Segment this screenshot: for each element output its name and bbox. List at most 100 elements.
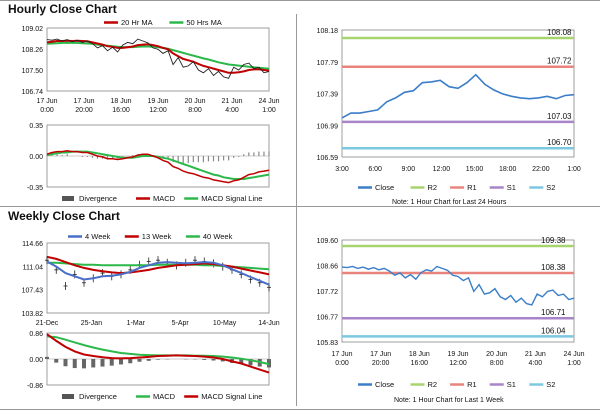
wm-divergence-bar [100, 359, 105, 367]
wm-divergence-bar [45, 356, 49, 359]
wl-xtick-4-0: 20 Jun [486, 351, 507, 358]
wm-divergence-bar [72, 359, 77, 369]
hl-xtick-3: 12:00 [433, 166, 451, 173]
wm-divergence-bar [137, 359, 142, 362]
wm-ytick-1: 0.00 [29, 357, 43, 364]
wl-legend-label-0: Close [375, 380, 394, 389]
wm-divergence-bar [211, 359, 216, 361]
hl-ytick-1: 107.79 [317, 60, 339, 67]
wl-xtick-1-1: 20:00 [372, 360, 390, 367]
wl-xtick-3-1: 12:00 [449, 360, 467, 367]
hl-legend-label-1: R2 [428, 183, 438, 192]
wl-ytick-1: 108.66 [317, 264, 339, 271]
wl-frame [341, 239, 575, 343]
wp-series-13w [46, 255, 270, 276]
wl-xtick-6-1: 1:00 [567, 360, 581, 367]
wp-ytick-3: 103.82 [22, 311, 44, 318]
wl-xtick-6-0: 24 Jun [563, 351, 584, 358]
wl-level-label-s1: 106.71 [541, 308, 566, 317]
wp-xtick-2: 1-Mar [127, 320, 146, 327]
wl-xtick-0-0: 17 Jun [331, 351, 352, 358]
hp-xtick-0-1: 0:00 [40, 107, 54, 114]
hl-level-label-s2: 106.70 [547, 138, 572, 147]
wp-xtick-0: 21-Dec [36, 320, 59, 327]
wm-divergence-bar [119, 359, 123, 365]
wp-xtick-4: 10-May [213, 320, 237, 327]
hl-frame [341, 29, 575, 158]
hm-legend-label-1: MACD [153, 194, 176, 203]
hp-xtick-1-1: 20:00 [75, 107, 93, 114]
hp-xtick-4-0: 20 Jun [184, 98, 205, 105]
wm-divergence-bar [63, 359, 68, 367]
wl-level-label-r1: 108.38 [541, 263, 566, 272]
wm-series-macd [46, 333, 270, 374]
wm-legend-swatch-0 [62, 394, 74, 399]
wl-ytick-0: 109.60 [317, 238, 339, 245]
hl-xtick-6: 22:00 [532, 166, 550, 173]
wl-xtick-2-1: 16:00 [411, 360, 429, 367]
hm-series-macd [46, 149, 270, 184]
hp-xtick-6-1: 1:00 [262, 107, 276, 114]
hp-xtick-5-0: 21 Jun [221, 98, 242, 105]
hl-xtick-0: 3:00 [335, 166, 349, 173]
wp-xtick-1: 25-Jan [81, 320, 103, 327]
hp-ytick-0: 109.02 [22, 26, 44, 33]
wl-level-label-r2: 109.38 [541, 236, 566, 245]
hm-ytick-2: -0.35 [27, 185, 43, 192]
wp-legend-label-1: 13 Week [142, 232, 172, 241]
wp-xtick-5: 14-Jun [258, 320, 280, 327]
wm-divergence-bar [91, 359, 96, 368]
wl-legend-label-4: S2 [546, 380, 555, 389]
hl-ytick-4: 106.59 [317, 155, 339, 162]
hp-ytick-1: 108.26 [22, 47, 44, 54]
wm-divergence-bar [146, 359, 151, 361]
wm-ytick-2: -0.86 [27, 383, 43, 390]
wp-legend-label-0: 4 Week [85, 232, 111, 241]
hourly-note: Note: 1 Hour Chart for Last 24 Hours [392, 199, 507, 206]
wp-series-4w [46, 260, 270, 286]
wm-divergence-bar [82, 359, 86, 369]
hl-ytick-0: 108.18 [317, 28, 339, 35]
hp-ytick-2: 107.50 [22, 68, 44, 75]
top-rule [0, 0, 600, 1]
wl-xtick-0-1: 0:00 [335, 360, 349, 367]
hp-xtick-1-0: 17 Jun [73, 98, 94, 105]
hl-xtick-5: 18:00 [499, 166, 517, 173]
hl-legend-label-4: S2 [546, 183, 555, 192]
wm-divergence-bar [128, 359, 133, 364]
wm-legend-label-2: MACD Signal Line [201, 392, 262, 401]
wp-legend-label-2: 40 Week [203, 232, 233, 241]
hl-legend-label-3: S1 [507, 183, 516, 192]
wm-legend-label-0: Divergence [79, 392, 117, 401]
hm-legend-label-0: Divergence [79, 194, 117, 203]
middle-rule [0, 206, 600, 207]
hl-level-label-s1: 107.03 [547, 112, 572, 121]
hp-xtick-4-1: 8:00 [188, 107, 202, 114]
wp-frame [46, 242, 270, 314]
hm-ytick-1: 0.00 [29, 154, 43, 161]
hm-legend-swatch-0 [62, 196, 74, 201]
hl-series-close [341, 73, 575, 119]
wl-ytick-3: 106.77 [317, 315, 339, 322]
wm-ytick-0: 0.86 [29, 331, 43, 338]
wl-xtick-4-1: 8:00 [490, 360, 504, 367]
wl-level-label-s2: 106.04 [541, 326, 566, 335]
wl-series-close [341, 265, 575, 306]
wp-ytick-1: 111.04 [23, 264, 43, 271]
hp-legend-label-0: 20 Hr MA [121, 18, 153, 27]
hp-series-close [46, 38, 270, 79]
wl-xtick-5-1: 4:00 [529, 360, 543, 367]
hp-legend-label-1: 50 Hrs MA [186, 18, 221, 27]
hl-ytick-3: 106.99 [317, 123, 339, 130]
hl-ytick-2: 107.39 [317, 92, 339, 99]
wl-legend-label-3: S1 [507, 380, 516, 389]
wm-divergence-bar [156, 359, 160, 360]
wl-ytick-2: 107.72 [317, 289, 339, 296]
wp-xtick-3: 5-Apr [172, 320, 190, 327]
weekly-note: Note: 1 Hour Chart for Last 1 Week [394, 397, 504, 404]
hl-legend-label-2: R1 [467, 183, 477, 192]
